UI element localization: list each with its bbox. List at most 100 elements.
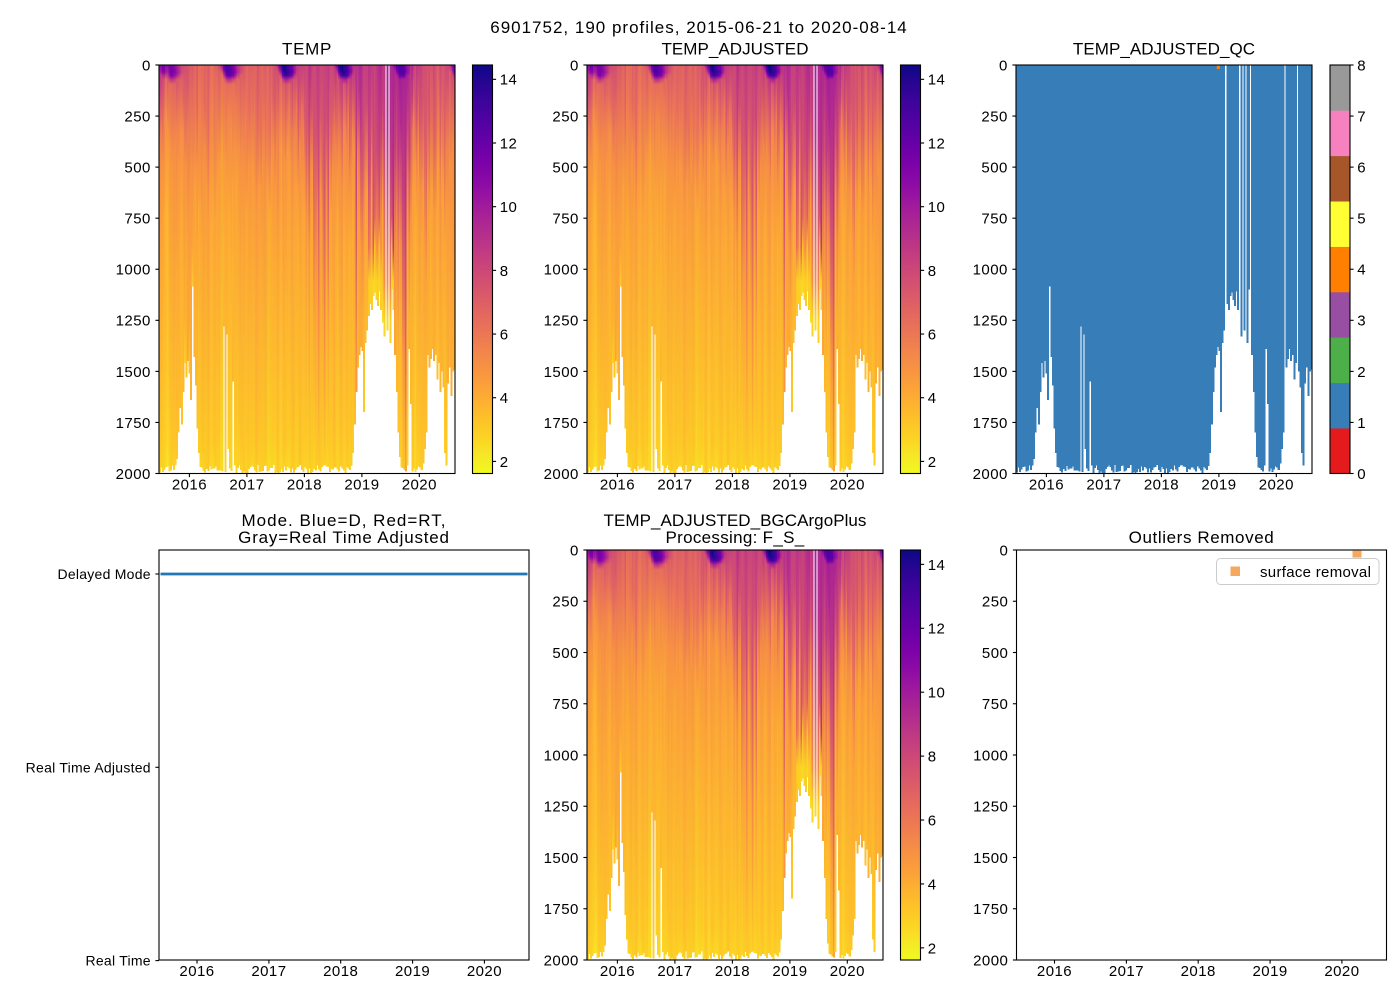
svg-text:2016: 2016 bbox=[172, 476, 207, 493]
svg-text:4: 4 bbox=[500, 390, 509, 407]
svg-text:Mode. Blue=D, Red=RT,: Mode. Blue=D, Red=RT, bbox=[242, 511, 447, 530]
svg-text:2017: 2017 bbox=[1109, 963, 1144, 980]
svg-text:10: 10 bbox=[928, 685, 946, 702]
svg-text:surface removal: surface removal bbox=[1260, 564, 1371, 581]
svg-text:250: 250 bbox=[552, 594, 578, 611]
svg-text:1750: 1750 bbox=[544, 901, 579, 918]
svg-text:1750: 1750 bbox=[973, 415, 1008, 432]
svg-text:750: 750 bbox=[124, 211, 150, 228]
svg-text:2000: 2000 bbox=[973, 952, 1008, 969]
svg-text:Real Time: Real Time bbox=[86, 953, 151, 969]
svg-text:7: 7 bbox=[1357, 108, 1366, 125]
svg-text:2019: 2019 bbox=[1253, 963, 1288, 980]
svg-text:2000: 2000 bbox=[544, 466, 579, 483]
svg-text:500: 500 bbox=[552, 645, 578, 662]
svg-text:750: 750 bbox=[981, 211, 1007, 228]
svg-text:2019: 2019 bbox=[772, 963, 807, 980]
svg-text:500: 500 bbox=[981, 160, 1007, 177]
svg-text:1500: 1500 bbox=[973, 364, 1008, 381]
svg-text:2020: 2020 bbox=[1324, 963, 1359, 980]
svg-text:14: 14 bbox=[500, 72, 518, 89]
svg-text:TEMP_ADJUSTED_BGCArgoPlus: TEMP_ADJUSTED_BGCArgoPlus bbox=[604, 511, 867, 530]
svg-text:1500: 1500 bbox=[973, 850, 1008, 867]
svg-text:500: 500 bbox=[982, 645, 1008, 662]
svg-text:2018: 2018 bbox=[287, 476, 322, 493]
svg-text:2016: 2016 bbox=[1029, 476, 1064, 493]
svg-text:750: 750 bbox=[552, 696, 578, 713]
svg-text:2016: 2016 bbox=[600, 963, 635, 980]
svg-text:10: 10 bbox=[928, 199, 946, 216]
svg-text:4: 4 bbox=[928, 390, 937, 407]
svg-text:0: 0 bbox=[1357, 466, 1366, 483]
svg-text:6901752, 190 profiles, 2015-06: 6901752, 190 profiles, 2015-06-21 to 202… bbox=[490, 18, 908, 37]
svg-text:2: 2 bbox=[500, 454, 509, 471]
svg-text:Delayed Mode: Delayed Mode bbox=[58, 566, 151, 582]
svg-text:2: 2 bbox=[1357, 364, 1366, 381]
svg-text:1750: 1750 bbox=[544, 415, 579, 432]
svg-text:2018: 2018 bbox=[715, 476, 750, 493]
svg-text:2020: 2020 bbox=[1259, 476, 1294, 493]
svg-text:2016: 2016 bbox=[179, 963, 214, 980]
svg-text:2017: 2017 bbox=[1086, 476, 1121, 493]
svg-text:2020: 2020 bbox=[402, 476, 437, 493]
svg-text:2020: 2020 bbox=[830, 963, 865, 980]
svg-text:2: 2 bbox=[928, 454, 937, 471]
svg-text:Processing: F_S_: Processing: F_S_ bbox=[666, 528, 805, 547]
svg-text:8: 8 bbox=[500, 263, 509, 280]
svg-text:12: 12 bbox=[928, 135, 946, 152]
svg-text:250: 250 bbox=[124, 108, 150, 125]
svg-text:2: 2 bbox=[928, 940, 937, 957]
svg-text:0: 0 bbox=[570, 542, 579, 559]
svg-text:0: 0 bbox=[1000, 542, 1009, 559]
svg-text:2000: 2000 bbox=[973, 466, 1008, 483]
svg-text:1000: 1000 bbox=[544, 747, 579, 764]
svg-text:1250: 1250 bbox=[544, 799, 579, 816]
svg-text:1000: 1000 bbox=[973, 747, 1008, 764]
svg-text:1500: 1500 bbox=[544, 850, 579, 867]
svg-text:10: 10 bbox=[500, 199, 518, 216]
svg-text:12: 12 bbox=[500, 135, 518, 152]
svg-text:1500: 1500 bbox=[544, 364, 579, 381]
svg-text:Gray=Real Time Adjusted: Gray=Real Time Adjusted bbox=[238, 528, 450, 547]
svg-text:1250: 1250 bbox=[544, 313, 579, 330]
svg-text:2018: 2018 bbox=[323, 963, 358, 980]
svg-text:6: 6 bbox=[500, 326, 509, 343]
svg-text:Outliers Removed: Outliers Removed bbox=[1129, 528, 1275, 547]
svg-text:250: 250 bbox=[552, 108, 578, 125]
svg-text:2017: 2017 bbox=[229, 476, 264, 493]
svg-text:2016: 2016 bbox=[1037, 963, 1072, 980]
svg-text:2019: 2019 bbox=[1201, 476, 1236, 493]
svg-text:14: 14 bbox=[928, 557, 946, 574]
svg-text:1750: 1750 bbox=[116, 415, 151, 432]
svg-text:0: 0 bbox=[142, 57, 151, 74]
svg-text:2018: 2018 bbox=[715, 963, 750, 980]
svg-text:6: 6 bbox=[928, 326, 937, 343]
svg-text:4: 4 bbox=[928, 876, 937, 893]
svg-text:2000: 2000 bbox=[116, 466, 151, 483]
svg-text:1500: 1500 bbox=[116, 364, 151, 381]
svg-text:0: 0 bbox=[999, 57, 1008, 74]
svg-text:1250: 1250 bbox=[973, 313, 1008, 330]
svg-text:4: 4 bbox=[1357, 262, 1366, 279]
svg-text:6: 6 bbox=[1357, 160, 1366, 177]
svg-text:0: 0 bbox=[570, 57, 579, 74]
svg-text:1750: 1750 bbox=[973, 901, 1008, 918]
svg-text:2016: 2016 bbox=[600, 476, 635, 493]
svg-text:750: 750 bbox=[982, 696, 1008, 713]
svg-text:1: 1 bbox=[1357, 415, 1366, 432]
svg-text:2020: 2020 bbox=[830, 476, 865, 493]
svg-text:2020: 2020 bbox=[467, 963, 502, 980]
svg-text:TEMP: TEMP bbox=[282, 40, 332, 59]
svg-text:1000: 1000 bbox=[973, 262, 1008, 279]
svg-text:14: 14 bbox=[928, 72, 946, 89]
svg-text:TEMP_ADJUSTED_QC: TEMP_ADJUSTED_QC bbox=[1073, 40, 1255, 59]
svg-text:1250: 1250 bbox=[973, 799, 1008, 816]
svg-text:2019: 2019 bbox=[344, 476, 379, 493]
svg-text:2018: 2018 bbox=[1144, 476, 1179, 493]
svg-text:5: 5 bbox=[1357, 211, 1366, 228]
svg-text:500: 500 bbox=[124, 160, 150, 177]
svg-text:2019: 2019 bbox=[772, 476, 807, 493]
svg-text:TEMP_ADJUSTED: TEMP_ADJUSTED bbox=[661, 40, 808, 59]
svg-text:Real Time Adjusted: Real Time Adjusted bbox=[26, 759, 151, 775]
svg-text:2017: 2017 bbox=[657, 963, 692, 980]
